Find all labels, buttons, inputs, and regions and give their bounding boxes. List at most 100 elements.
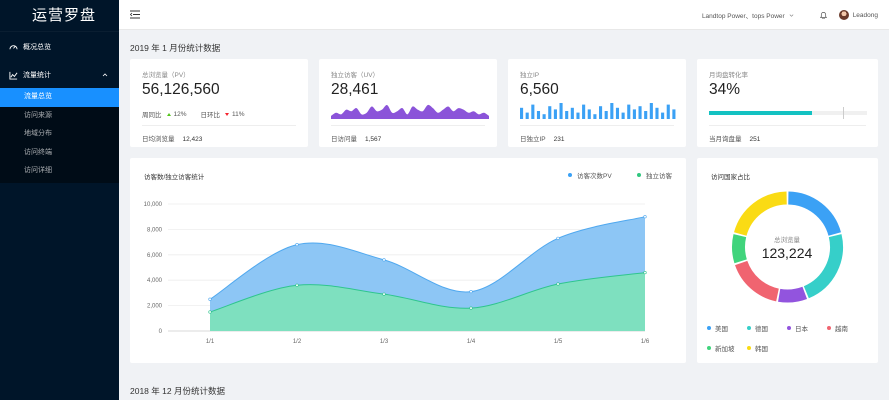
donut-slice[interactable] — [803, 234, 843, 299]
legend-dot — [827, 326, 831, 330]
user-name[interactable]: Leadong — [852, 11, 878, 19]
data-point[interactable] — [295, 283, 299, 287]
data-point[interactable] — [469, 306, 473, 310]
donut-slice[interactable] — [732, 234, 747, 264]
footer-label: 日访问量 — [331, 136, 357, 143]
ip-bar — [655, 107, 659, 119]
chevron-down-icon — [789, 13, 794, 17]
ip-bar — [565, 111, 569, 119]
progress-fill — [709, 111, 812, 115]
org-dropdown[interactable]: Landtop Power、tops Power — [702, 10, 794, 20]
footer-label: 当月询盘量 — [709, 136, 742, 143]
ip-bar — [638, 106, 642, 119]
ip-bar — [542, 114, 546, 119]
sidebar-item-device[interactable]: 访问终端 — [24, 148, 52, 156]
sidebar-item-region[interactable]: 地域分布 — [24, 130, 52, 137]
data-point[interactable] — [556, 236, 560, 240]
sidebar-item-overview[interactable]: 概况总览 — [0, 31, 119, 62]
divider — [709, 125, 866, 126]
sidebar-group-traffic[interactable]: 流量统计 — [0, 62, 119, 88]
arrow-up-icon — [166, 112, 171, 116]
sidebar-item-label: 概况总览 — [23, 44, 51, 51]
legend-item[interactable]: 德国 — [747, 323, 787, 333]
kpi-value: 56,126,560 — [142, 81, 220, 98]
x-tick-label: 1/1 — [206, 339, 215, 345]
menu-fold-icon[interactable] — [130, 10, 140, 19]
data-point[interactable] — [643, 215, 647, 219]
footer-value: 12,423 — [182, 136, 203, 143]
data-point[interactable] — [382, 258, 386, 262]
legend-item[interactable]: 日本 — [787, 323, 827, 333]
uv-sparkline-area — [331, 104, 489, 119]
legend-item[interactable]: 韩国 — [747, 343, 787, 353]
sidebar-item-traffic-overview[interactable]: 流量总览 — [0, 88, 119, 107]
ip-bar — [520, 107, 524, 119]
kpi-value: 34% — [709, 81, 741, 98]
series-line — [209, 272, 646, 313]
donut-slice[interactable] — [735, 260, 780, 302]
header-actions: Landtop Power、tops Power Leadong — [702, 0, 878, 30]
data-point[interactable] — [556, 282, 560, 286]
legend-dot — [637, 173, 641, 177]
country-chart-card: 访问国家占比 总浏览量 123,224 美国 德国 日本 越南 新加坡 韩国 — [697, 158, 878, 363]
legend-item-pv[interactable]: 访客次数PV — [568, 170, 612, 180]
card-title: 访问国家占比 — [711, 174, 750, 181]
x-tick-label: 1/2 — [293, 339, 302, 345]
data-point[interactable] — [469, 290, 473, 294]
sidebar-item-visit-detail[interactable]: 访问详细 — [24, 167, 52, 174]
legend-dot — [787, 326, 791, 330]
data-point[interactable] — [208, 297, 212, 301]
data-point[interactable] — [382, 292, 386, 296]
legend-dot — [707, 326, 711, 330]
legend-dot — [707, 346, 711, 350]
donut-slice[interactable] — [733, 191, 788, 237]
uv-sparkline — [331, 104, 489, 119]
donut-center-value: 123,224 — [761, 245, 813, 261]
donut-slice[interactable] — [778, 286, 808, 303]
dashboard-icon — [9, 43, 18, 52]
legend-dot — [747, 346, 751, 350]
card-title: 访客数/独立访客统计 — [144, 174, 205, 181]
ip-bar — [582, 104, 586, 119]
week-compare-value: 12% — [173, 110, 187, 118]
legend-label: 越南 — [835, 326, 848, 333]
footer-value: 231 — [553, 136, 565, 143]
progress-target-marker — [843, 107, 845, 119]
ip-bar — [525, 112, 529, 119]
kpi-card-ip: 独立IP 6,560 日独立IP 231 — [508, 59, 686, 147]
divider — [520, 125, 674, 126]
sidebar-group-label: 流量统计 — [23, 72, 51, 79]
legend-label: 独立访客 — [646, 173, 672, 180]
top-header: Landtop Power、tops Power Leadong — [119, 0, 889, 30]
data-point[interactable] — [208, 310, 212, 314]
data-point[interactable] — [295, 243, 299, 247]
kpi-label: 总浏览量（PV） — [142, 72, 190, 79]
y-tick-label: 6,000 — [147, 253, 163, 259]
y-tick-label: 8,000 — [147, 227, 163, 233]
line-chart-icon — [9, 71, 18, 80]
legend-item[interactable]: 新加坡 — [707, 343, 747, 353]
y-tick-label: 2,000 — [147, 304, 163, 310]
ip-bar — [615, 107, 620, 119]
kpi-footer: 日独立IP 231 — [520, 133, 565, 143]
bell-icon[interactable] — [819, 11, 827, 19]
legend-item-uv[interactable]: 独立访客 — [637, 170, 672, 180]
legend-item[interactable]: 越南 — [827, 323, 867, 333]
avatar[interactable] — [838, 10, 849, 20]
legend-label: 德国 — [755, 326, 768, 333]
data-point[interactable] — [643, 270, 647, 275]
day-compare-value: 11% — [232, 110, 245, 118]
conversion-progress — [709, 107, 867, 119]
app-logo[interactable]: 运营罗盘 — [32, 7, 97, 24]
legend-item[interactable]: 美国 — [707, 323, 747, 333]
sidebar-item-visit-source[interactable]: 访问来源 — [24, 111, 52, 119]
legend-label: 韩国 — [755, 346, 768, 353]
section-title-current: 2019 年 1 月份统计数据 — [130, 43, 221, 53]
sidebar: 运营罗盘 概况总览 流量统计 流量总览 访问来源 地域分布 访问终端 访问详细 — [0, 0, 119, 400]
series-line — [209, 216, 646, 300]
donut-slice[interactable] — [787, 191, 842, 237]
ip-bar — [531, 104, 535, 119]
org-name: Landtop Power、tops Power — [701, 13, 785, 20]
ip-bar — [661, 112, 665, 119]
ip-bar — [666, 104, 670, 119]
